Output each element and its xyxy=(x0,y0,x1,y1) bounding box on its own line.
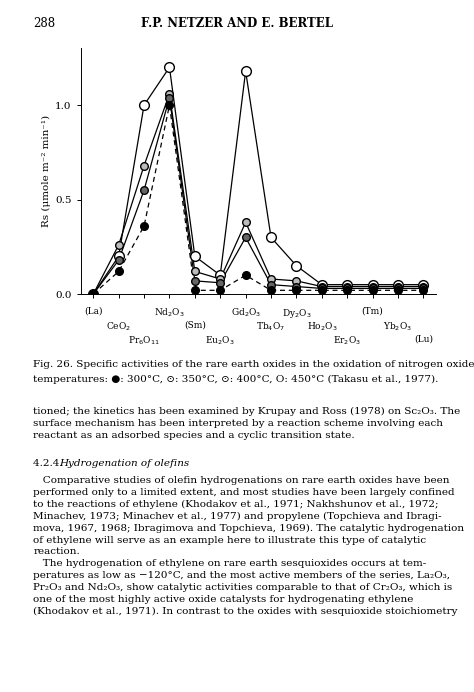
Text: 288: 288 xyxy=(33,17,55,30)
Text: Tb$_4$O$_7$: Tb$_4$O$_7$ xyxy=(256,320,285,333)
Text: Dy$_2$O$_3$: Dy$_2$O$_3$ xyxy=(282,307,311,320)
Text: Pr$_6$O$_{11}$: Pr$_6$O$_{11}$ xyxy=(128,334,160,347)
Text: (Lu): (Lu) xyxy=(414,334,433,343)
Y-axis label: Rs (μmole m⁻² min⁻¹): Rs (μmole m⁻² min⁻¹) xyxy=(42,115,51,228)
Text: temperatures: ●: 300°C, ⊙: 350°C, ⊙: 400°C, O: 450°C (Takasu et al., 1977).: temperatures: ●: 300°C, ⊙: 350°C, ⊙: 400… xyxy=(33,375,438,384)
Text: (Tm): (Tm) xyxy=(362,307,383,316)
Text: Ho$_2$O$_3$: Ho$_2$O$_3$ xyxy=(307,320,337,333)
Text: Yb$_2$O$_3$: Yb$_2$O$_3$ xyxy=(383,320,412,333)
Text: Hydrogenation of olefins: Hydrogenation of olefins xyxy=(59,459,190,468)
Text: F.P. NETZER AND E. BERTEL: F.P. NETZER AND E. BERTEL xyxy=(141,17,333,30)
Text: Comparative studies of olefin hydrogenations on rare earth oxides have been
perf: Comparative studies of olefin hydrogenat… xyxy=(33,476,465,556)
Text: 4.2.4.: 4.2.4. xyxy=(33,459,69,468)
Text: (Sm): (Sm) xyxy=(184,320,206,329)
Text: Er$_2$O$_3$: Er$_2$O$_3$ xyxy=(333,334,361,347)
Text: Gd$_2$O$_3$: Gd$_2$O$_3$ xyxy=(230,307,261,319)
Text: Nd$_2$O$_3$: Nd$_2$O$_3$ xyxy=(154,307,185,319)
Text: Fig. 26. Specific activities of the rare earth oxides in the oxidation of nitrog: Fig. 26. Specific activities of the rare… xyxy=(33,360,474,369)
Text: (La): (La) xyxy=(84,307,102,316)
Text: CeO$_2$: CeO$_2$ xyxy=(106,320,131,333)
Text: The hydrogenation of ethylene on rare earth sesquioxides occurs at tem-
perature: The hydrogenation of ethylene on rare ea… xyxy=(33,559,458,615)
Text: tioned; the kinetics has been examined by Krupay and Ross (1978) on Sc₂O₃. The
s: tioned; the kinetics has been examined b… xyxy=(33,407,460,439)
Text: Eu$_2$O$_3$: Eu$_2$O$_3$ xyxy=(205,334,235,347)
